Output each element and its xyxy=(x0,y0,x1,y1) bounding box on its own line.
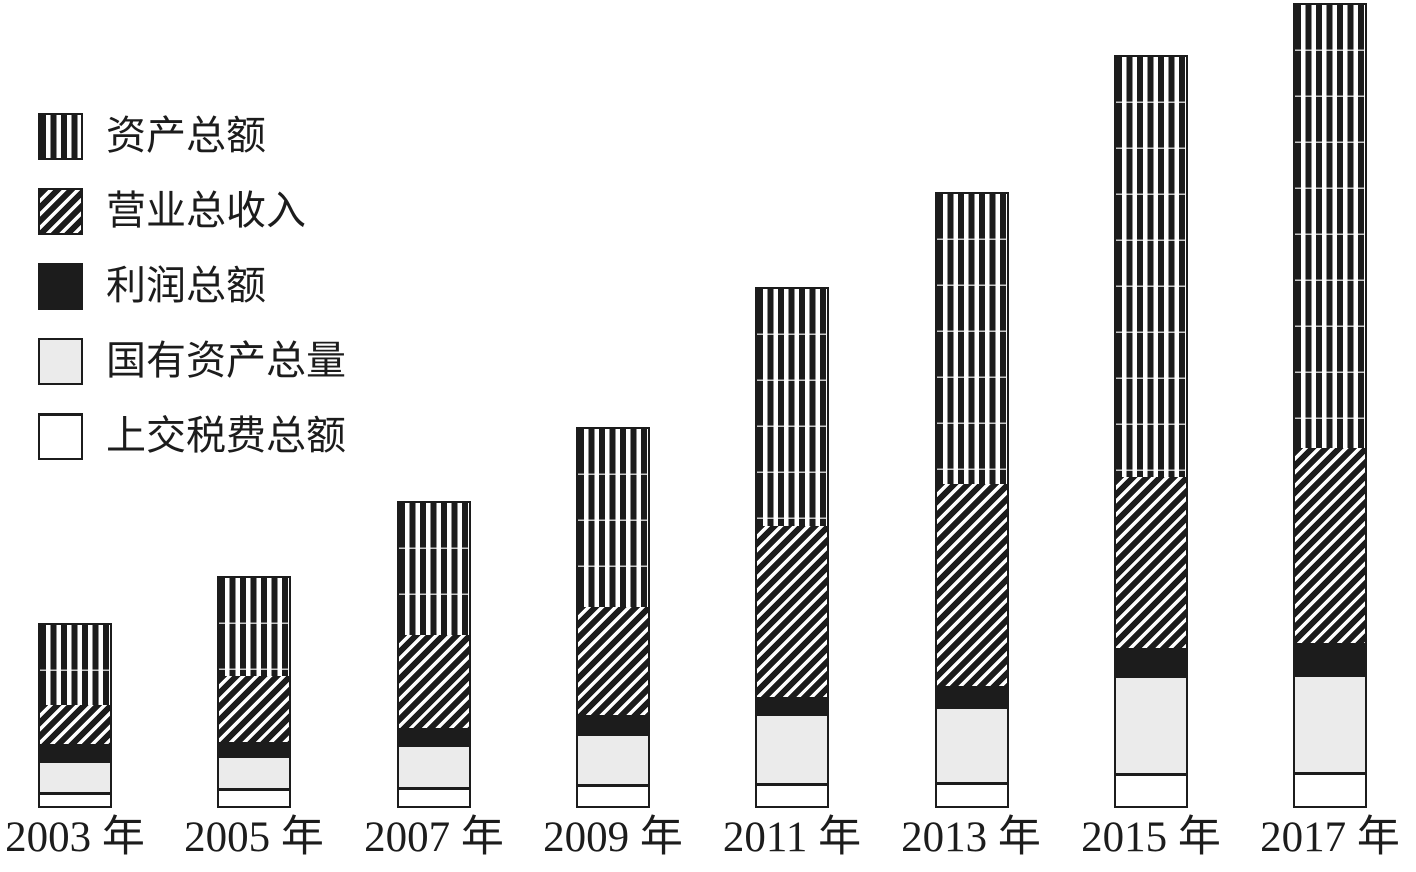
bar-2003 xyxy=(38,623,112,808)
bar-2015 xyxy=(1113,55,1188,808)
legend-label: 上交税费总额 xyxy=(106,413,346,458)
legend-item-operating-revenue: 营业总收入 xyxy=(38,187,346,235)
segment-total-assets xyxy=(577,429,648,607)
x-axis-label-2009: 2009 年 xyxy=(543,814,683,861)
segment-operating-revenue xyxy=(1295,448,1366,643)
segment-taxes-paid xyxy=(40,792,110,806)
segment-total-assets xyxy=(1115,57,1186,477)
segment-state-owned-assets xyxy=(219,758,290,788)
legend: 资产总额 营业总收入 利润总额 国有资产总量 上交税费总额 xyxy=(38,112,346,487)
segment-state-owned-assets xyxy=(757,716,828,783)
segment-total-profit xyxy=(219,742,290,758)
segment-state-owned-assets xyxy=(936,709,1007,782)
legend-label: 营业总收入 xyxy=(106,188,306,233)
segment-total-assets xyxy=(40,625,110,705)
segment-operating-revenue xyxy=(1115,477,1186,648)
legend-swatch-white-icon xyxy=(38,412,83,460)
x-axis-label-2011: 2011 年 xyxy=(722,814,862,861)
segment-state-owned-assets xyxy=(1295,677,1366,772)
legend-swatch-vertical-stripes-icon xyxy=(38,112,83,160)
bar-2009 xyxy=(575,427,650,808)
segment-taxes-paid xyxy=(219,788,290,806)
segment-taxes-paid xyxy=(398,787,469,806)
legend-item-total-profit: 利润总额 xyxy=(38,262,346,310)
segment-operating-revenue xyxy=(219,676,290,742)
segment-total-profit xyxy=(1295,643,1366,677)
x-axis-label-2015: 2015 年 xyxy=(1081,814,1221,861)
segment-operating-revenue xyxy=(757,526,828,697)
legend-label: 资产总额 xyxy=(106,113,266,158)
segment-taxes-paid xyxy=(757,783,828,806)
segment-taxes-paid xyxy=(936,782,1007,806)
bar-2005 xyxy=(217,576,292,808)
bar-2013 xyxy=(934,192,1009,808)
legend-swatch-diagonal-stripes-icon xyxy=(38,187,83,235)
x-axis-label-2005: 2005 年 xyxy=(184,814,324,861)
segment-total-profit xyxy=(936,686,1007,709)
segment-taxes-paid xyxy=(577,784,648,806)
legend-item-total-assets: 资产总额 xyxy=(38,112,346,160)
segment-taxes-paid xyxy=(1295,772,1366,806)
segment-state-owned-assets xyxy=(577,736,648,784)
segment-total-profit xyxy=(757,697,828,716)
bar-2007 xyxy=(396,501,471,808)
x-axis-label-2017: 2017 年 xyxy=(1260,814,1400,861)
segment-operating-revenue xyxy=(40,705,110,744)
segment-taxes-paid xyxy=(1115,773,1186,806)
segment-total-assets xyxy=(1295,5,1366,448)
bar-2011 xyxy=(755,287,830,808)
legend-swatch-solid-black-icon xyxy=(38,262,83,310)
segment-operating-revenue xyxy=(936,484,1007,686)
legend-item-taxes-paid: 上交税费总额 xyxy=(38,412,346,460)
segment-state-owned-assets xyxy=(1115,678,1186,773)
segment-total-assets xyxy=(398,503,469,635)
segment-operating-revenue xyxy=(398,635,469,728)
segment-total-profit xyxy=(40,744,110,763)
bar-2017 xyxy=(1293,3,1368,808)
x-axis-label-2013: 2013 年 xyxy=(901,814,1041,861)
segment-total-profit xyxy=(577,715,648,736)
segment-state-owned-assets xyxy=(40,763,110,792)
segment-total-assets xyxy=(936,194,1007,484)
segment-state-owned-assets xyxy=(398,747,469,787)
segment-operating-revenue xyxy=(577,607,648,715)
segment-total-assets xyxy=(219,578,290,676)
x-axis-label-2003: 2003 年 xyxy=(5,814,145,861)
x-axis-label-2007: 2007 年 xyxy=(364,814,504,861)
segment-total-profit xyxy=(398,728,469,747)
segment-total-assets xyxy=(757,289,828,526)
legend-swatch-light-gray-icon xyxy=(38,337,83,385)
segment-total-profit xyxy=(1115,648,1186,678)
legend-item-state-owned-assets: 国有资产总量 xyxy=(38,337,346,385)
legend-label: 利润总额 xyxy=(106,263,266,308)
legend-label: 国有资产总量 xyxy=(106,338,346,383)
